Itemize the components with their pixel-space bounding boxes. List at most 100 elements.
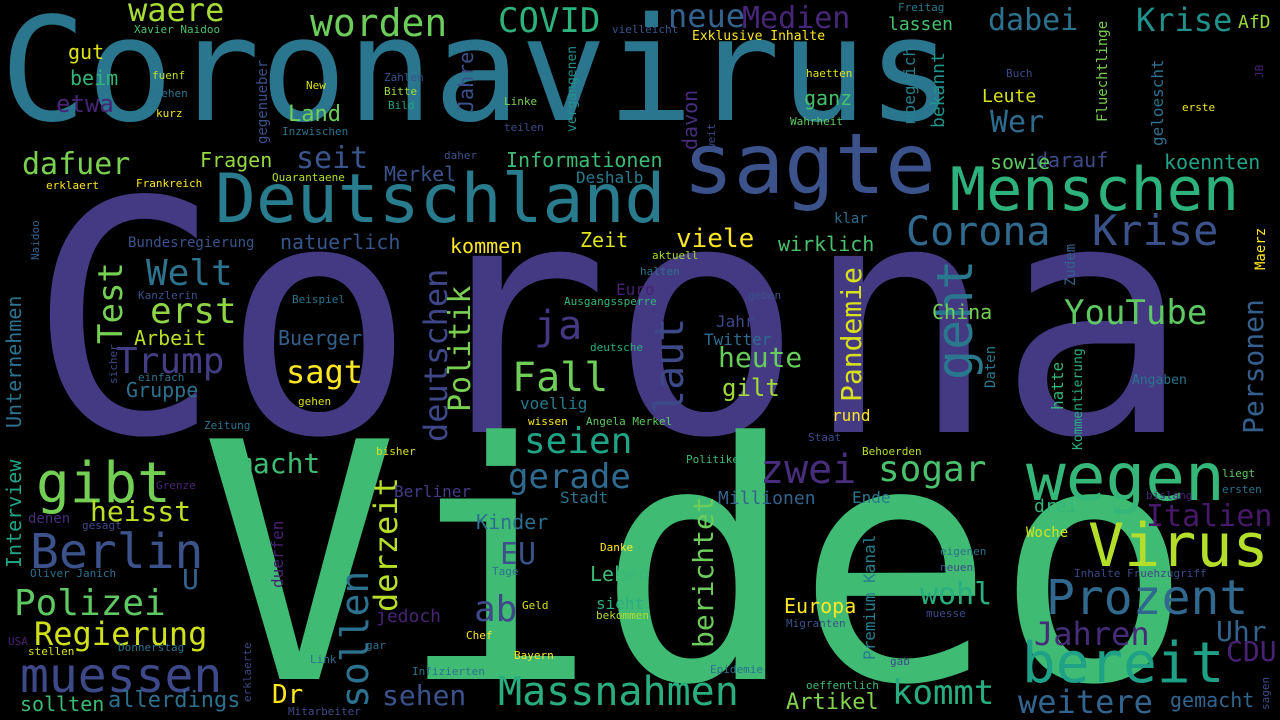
word-geben: geben — [748, 289, 782, 302]
word-regierung: Regierung — [34, 615, 208, 653]
word-pandemie: Pandemie — [835, 267, 868, 402]
word-buch: Buch — [1006, 67, 1033, 80]
word-gemacht: gemacht — [1170, 688, 1255, 712]
word-massnahmen: Massnahmen — [498, 669, 739, 715]
word-dabei: dabei — [988, 3, 1079, 38]
word-jahr: Jahr — [716, 312, 755, 331]
word-epidemie: Epidemie — [710, 663, 763, 676]
word-sicher: sicher — [107, 344, 120, 384]
word-sieht: sieht — [596, 594, 645, 613]
word-sogar: sogar — [878, 449, 987, 490]
word-politik: Politik — [443, 285, 478, 412]
word-gab: gab — [890, 655, 910, 668]
word-sagen: sagen — [1259, 676, 1272, 710]
word-mitarbeiter: Mitarbeiter — [288, 705, 361, 718]
word-jb: JB — [1253, 64, 1266, 78]
word-teilen: teilen — [504, 121, 544, 134]
word-haetten: haetten — [806, 67, 853, 80]
word-infizierten: Infizierten — [412, 665, 485, 678]
word-oliver-janich: Oliver Janich — [30, 567, 117, 580]
word-eigenen: eigenen — [940, 545, 987, 558]
word-liegt: liegt — [1222, 467, 1256, 480]
word-politiker: Politiker — [686, 453, 746, 466]
word-seit: seit — [296, 141, 369, 176]
word-bekommen: bekommen — [596, 609, 649, 622]
word-vergangenen: vergangenen — [565, 45, 580, 132]
word-europa: Europa — [784, 594, 857, 618]
word-bitte: Bitte — [384, 85, 418, 98]
word-gar: gar — [366, 639, 386, 652]
word-heute: heute — [718, 341, 803, 374]
word-menschen: Menschen — [950, 155, 1239, 225]
word-gesagt: gesagt — [82, 519, 122, 532]
word-zeitung: Zeitung — [204, 419, 251, 432]
word-bekannt: bekannt — [928, 52, 949, 128]
word-stellen: stellen — [28, 645, 75, 658]
word-bisher: bisher — [376, 445, 416, 458]
word-kanzlerin: Kanzlerin — [138, 289, 198, 302]
word-berichtet: berichtet — [687, 496, 720, 648]
word-afd: AfD — [1238, 12, 1271, 33]
word-allerdings: allerdings — [108, 688, 241, 713]
word-daten: Daten — [983, 345, 999, 388]
word-corona-small: Corona — [906, 209, 1051, 255]
word-weitere: weitere — [1018, 683, 1153, 720]
word-arbeit: Arbeit — [134, 326, 207, 350]
word-daher: daher — [444, 149, 478, 162]
word-rund: rund — [832, 406, 871, 425]
word-xavier-naidoo: Xavier Naidoo — [134, 23, 221, 36]
word-trump: Trump — [116, 341, 225, 382]
word-linke: Linke — [504, 95, 538, 108]
word-interview: Interview — [2, 459, 26, 568]
word-angela-merkel: Angela Merkel — [586, 415, 673, 428]
word-dr: Dr — [272, 680, 304, 710]
word-ganz: ganz — [804, 86, 853, 110]
word-ja: ja — [534, 303, 583, 349]
word-frankreich: Frankreich — [136, 177, 203, 190]
word-euro: Euro — [616, 280, 655, 299]
word-sollten: sollten — [20, 692, 105, 716]
word-drei: drei — [1034, 496, 1078, 517]
word-krise-right: Krise — [1092, 206, 1219, 255]
word-geld: Geld — [522, 599, 549, 612]
word-naidoo: Naidoo — [29, 220, 42, 260]
word-buerger: Buerger — [278, 326, 363, 350]
word-erste: erste — [1182, 101, 1216, 114]
word-test: Test — [91, 262, 131, 344]
word-usa: USA — [8, 635, 28, 648]
word-eu: EU — [500, 537, 537, 572]
word-link: Link — [310, 653, 337, 666]
word-muessen: muessen — [20, 648, 223, 704]
word-geloescht: geloescht — [1148, 59, 1167, 146]
word-prozent: Prozent — [1046, 570, 1249, 626]
word-gibt: gibt — [36, 451, 171, 516]
word-freitag: Freitag — [898, 1, 945, 14]
word-natuerlich: natuerlich — [280, 230, 401, 254]
word-gruppe: Gruppe — [126, 378, 199, 402]
word-dafuer: dafuer — [22, 147, 131, 182]
word-sagt: sagt — [286, 353, 364, 391]
word-staat: Staat — [808, 431, 842, 444]
word-deshalb: Deshalb — [576, 168, 644, 187]
word-angaben: Angaben — [1132, 373, 1187, 388]
word-new: New — [306, 79, 326, 92]
word-wirklich: wirklich — [778, 232, 875, 256]
word-weit: weit — [705, 123, 718, 151]
word-zeit: Zeit — [580, 228, 629, 252]
word-bundesregierung: Bundesregierung — [128, 235, 255, 251]
word-danke: Danke — [600, 541, 634, 554]
word-krise-top: Krise — [1136, 1, 1233, 39]
word-wer: Wer — [990, 105, 1045, 140]
word-erst: erst — [150, 291, 237, 332]
word-etwa: etwa — [56, 90, 114, 118]
word-darauf: darauf — [1036, 148, 1109, 172]
word-berliner: Berliner — [394, 482, 472, 501]
word-coronavirus-large: Coronavirus — [0, 0, 954, 154]
word-aktuell: aktuell — [652, 249, 699, 262]
word-stehen: stehen — [148, 87, 188, 100]
word-jahren: Jahren — [1034, 615, 1150, 653]
word-gegenueber: gegenueber — [255, 59, 271, 144]
word-klar: klar — [834, 211, 868, 227]
word-kommen: kommen — [450, 234, 523, 258]
